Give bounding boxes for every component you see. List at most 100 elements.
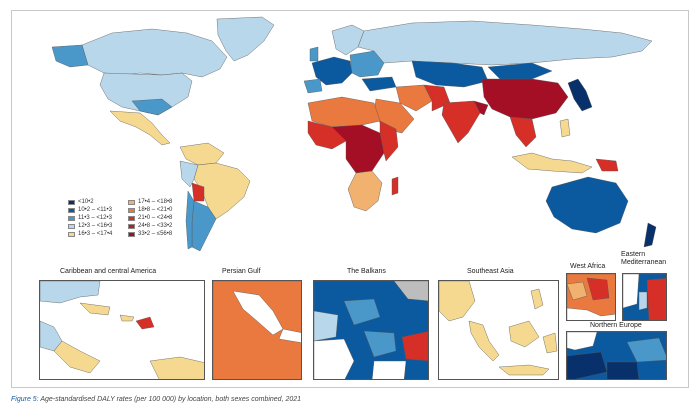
inset-title-persian-gulf: Persian Gulf (222, 268, 261, 275)
inset-eastern-med-land (646, 277, 666, 320)
inset-eastern-med-map (623, 274, 666, 320)
inset-balkans-land (314, 310, 339, 342)
region-mexico (109, 110, 171, 146)
legend-label: 11•3 – <12•3 (78, 215, 112, 221)
legend-swatch (68, 231, 75, 237)
legend-swatch (128, 199, 135, 205)
inset-balkans-land (393, 281, 428, 302)
region-new-zealand (643, 222, 657, 248)
inset-balkans-water (371, 360, 407, 379)
region-colombia-venezuela (179, 142, 225, 166)
region-chile (185, 190, 195, 250)
inset-southeast-asia-land (498, 364, 550, 376)
region-southern-africa (347, 170, 383, 212)
inset-northern-europe-water (567, 332, 598, 351)
inset-caribbean-land (135, 316, 155, 330)
inset-eastern-med-land (638, 291, 648, 311)
legend-item: 33•2 – ≤56•8 (128, 230, 190, 238)
inset-southeast-asia-land (468, 320, 500, 362)
inset-title-eastern-med: Eastern Mediterranean (621, 251, 667, 266)
inset-west-africa-map (567, 274, 615, 320)
region-afghanistan-pakistan (423, 84, 451, 112)
legend-label: 18•8 – <21•0 (138, 207, 173, 213)
legend-swatch (68, 199, 75, 205)
region-mongolia (487, 62, 553, 80)
inset-caribbean-land (119, 314, 135, 322)
inset-balkans-map (314, 281, 428, 379)
legend-swatch (128, 223, 135, 229)
inset-persian-gulf (212, 280, 302, 380)
inset-eastern-med-water (623, 274, 640, 309)
inset-balkans-land (363, 330, 397, 358)
region-png (595, 158, 619, 172)
legend-swatch (68, 215, 75, 221)
region-korea-japan (567, 78, 593, 112)
inset-west-africa-land (567, 281, 588, 301)
inset-caribbean (39, 280, 205, 380)
legend-swatch (128, 215, 135, 221)
inset-west-africa-land (586, 277, 610, 301)
inset-persian-gulf-water (232, 290, 284, 336)
region-mainland-se-asia (509, 116, 537, 148)
legend-swatch (68, 207, 75, 213)
legend-label: 24•8 – <33•2 (138, 223, 173, 229)
inset-persian-gulf-water (278, 328, 301, 343)
legend-item: <10•2 (68, 198, 130, 206)
legend-item: 18•8 – <21•0 (128, 206, 190, 214)
legend-label: 10•2 – <11•3 (78, 207, 112, 213)
legend-label: 16•3 – <17•4 (78, 231, 113, 237)
world-map (51, 16, 657, 252)
legend-swatch (128, 231, 135, 237)
inset-west-africa (566, 273, 616, 321)
caption-lead: Figure 5: (11, 396, 39, 403)
legend-label: <10•2 (78, 199, 94, 205)
legend-item: 12•3 – <16•3 (68, 222, 130, 230)
legend-item: 16•3 – <17•4 (68, 230, 130, 238)
inset-title-caribbean: Caribbean and central America (60, 268, 157, 275)
legend-item: 11•3 – <12•3 (68, 214, 130, 222)
inset-balkans (313, 280, 429, 380)
region-bolivia (191, 182, 205, 202)
legend-label: 33•2 – ≤56•8 (138, 231, 173, 237)
legend-label: 17•4 – <18•8 (138, 199, 173, 205)
region-western-europe (311, 56, 353, 86)
inset-caribbean-map (40, 281, 204, 379)
figure-caption: Figure 5: Age-standardised DALY rates (p… (11, 396, 301, 403)
region-iran (395, 84, 433, 112)
inset-title-southeast-asia: Southeast Asia (467, 268, 514, 275)
caption-text: Age-standardised DALY rates (per 100 000… (40, 396, 302, 403)
region-australia (545, 176, 629, 234)
inset-eastern-med (622, 273, 667, 321)
inset-balkans-land (401, 331, 428, 362)
region-usa-south (131, 98, 173, 116)
inset-balkans-land (343, 298, 381, 326)
inset-southeast-asia (438, 280, 559, 380)
region-china (481, 78, 569, 120)
region-peru (179, 160, 199, 188)
inset-west-africa-water (567, 307, 615, 320)
inset-northern-europe-land (626, 337, 666, 363)
inset-caribbean-land (149, 356, 204, 379)
inset-southeast-asia-land (542, 332, 558, 354)
figure-frame (11, 10, 689, 388)
region-alaska (51, 44, 89, 68)
region-canada (81, 28, 228, 78)
legend-label: 21•0 – <24•8 (138, 215, 173, 221)
legend-item: 21•0 – <24•8 (128, 214, 190, 222)
region-philippines (559, 118, 571, 138)
region-kazakhstan (411, 60, 489, 88)
region-central-africa (331, 124, 385, 174)
legend-swatch (68, 223, 75, 229)
inset-persian-gulf-map (213, 281, 301, 379)
inset-title-northern-europe: Northern Europe (590, 322, 642, 329)
inset-northern-europe-land (606, 361, 639, 379)
region-iberia (303, 78, 323, 94)
region-russia (357, 20, 653, 66)
region-turkey (361, 76, 397, 92)
region-uk (309, 46, 319, 62)
inset-title-balkans: The Balkans (347, 268, 386, 275)
legend-item: 17•4 – <18•8 (128, 198, 190, 206)
inset-balkans-water (314, 338, 355, 379)
region-madagascar (391, 176, 399, 196)
region-indonesia (511, 152, 593, 174)
